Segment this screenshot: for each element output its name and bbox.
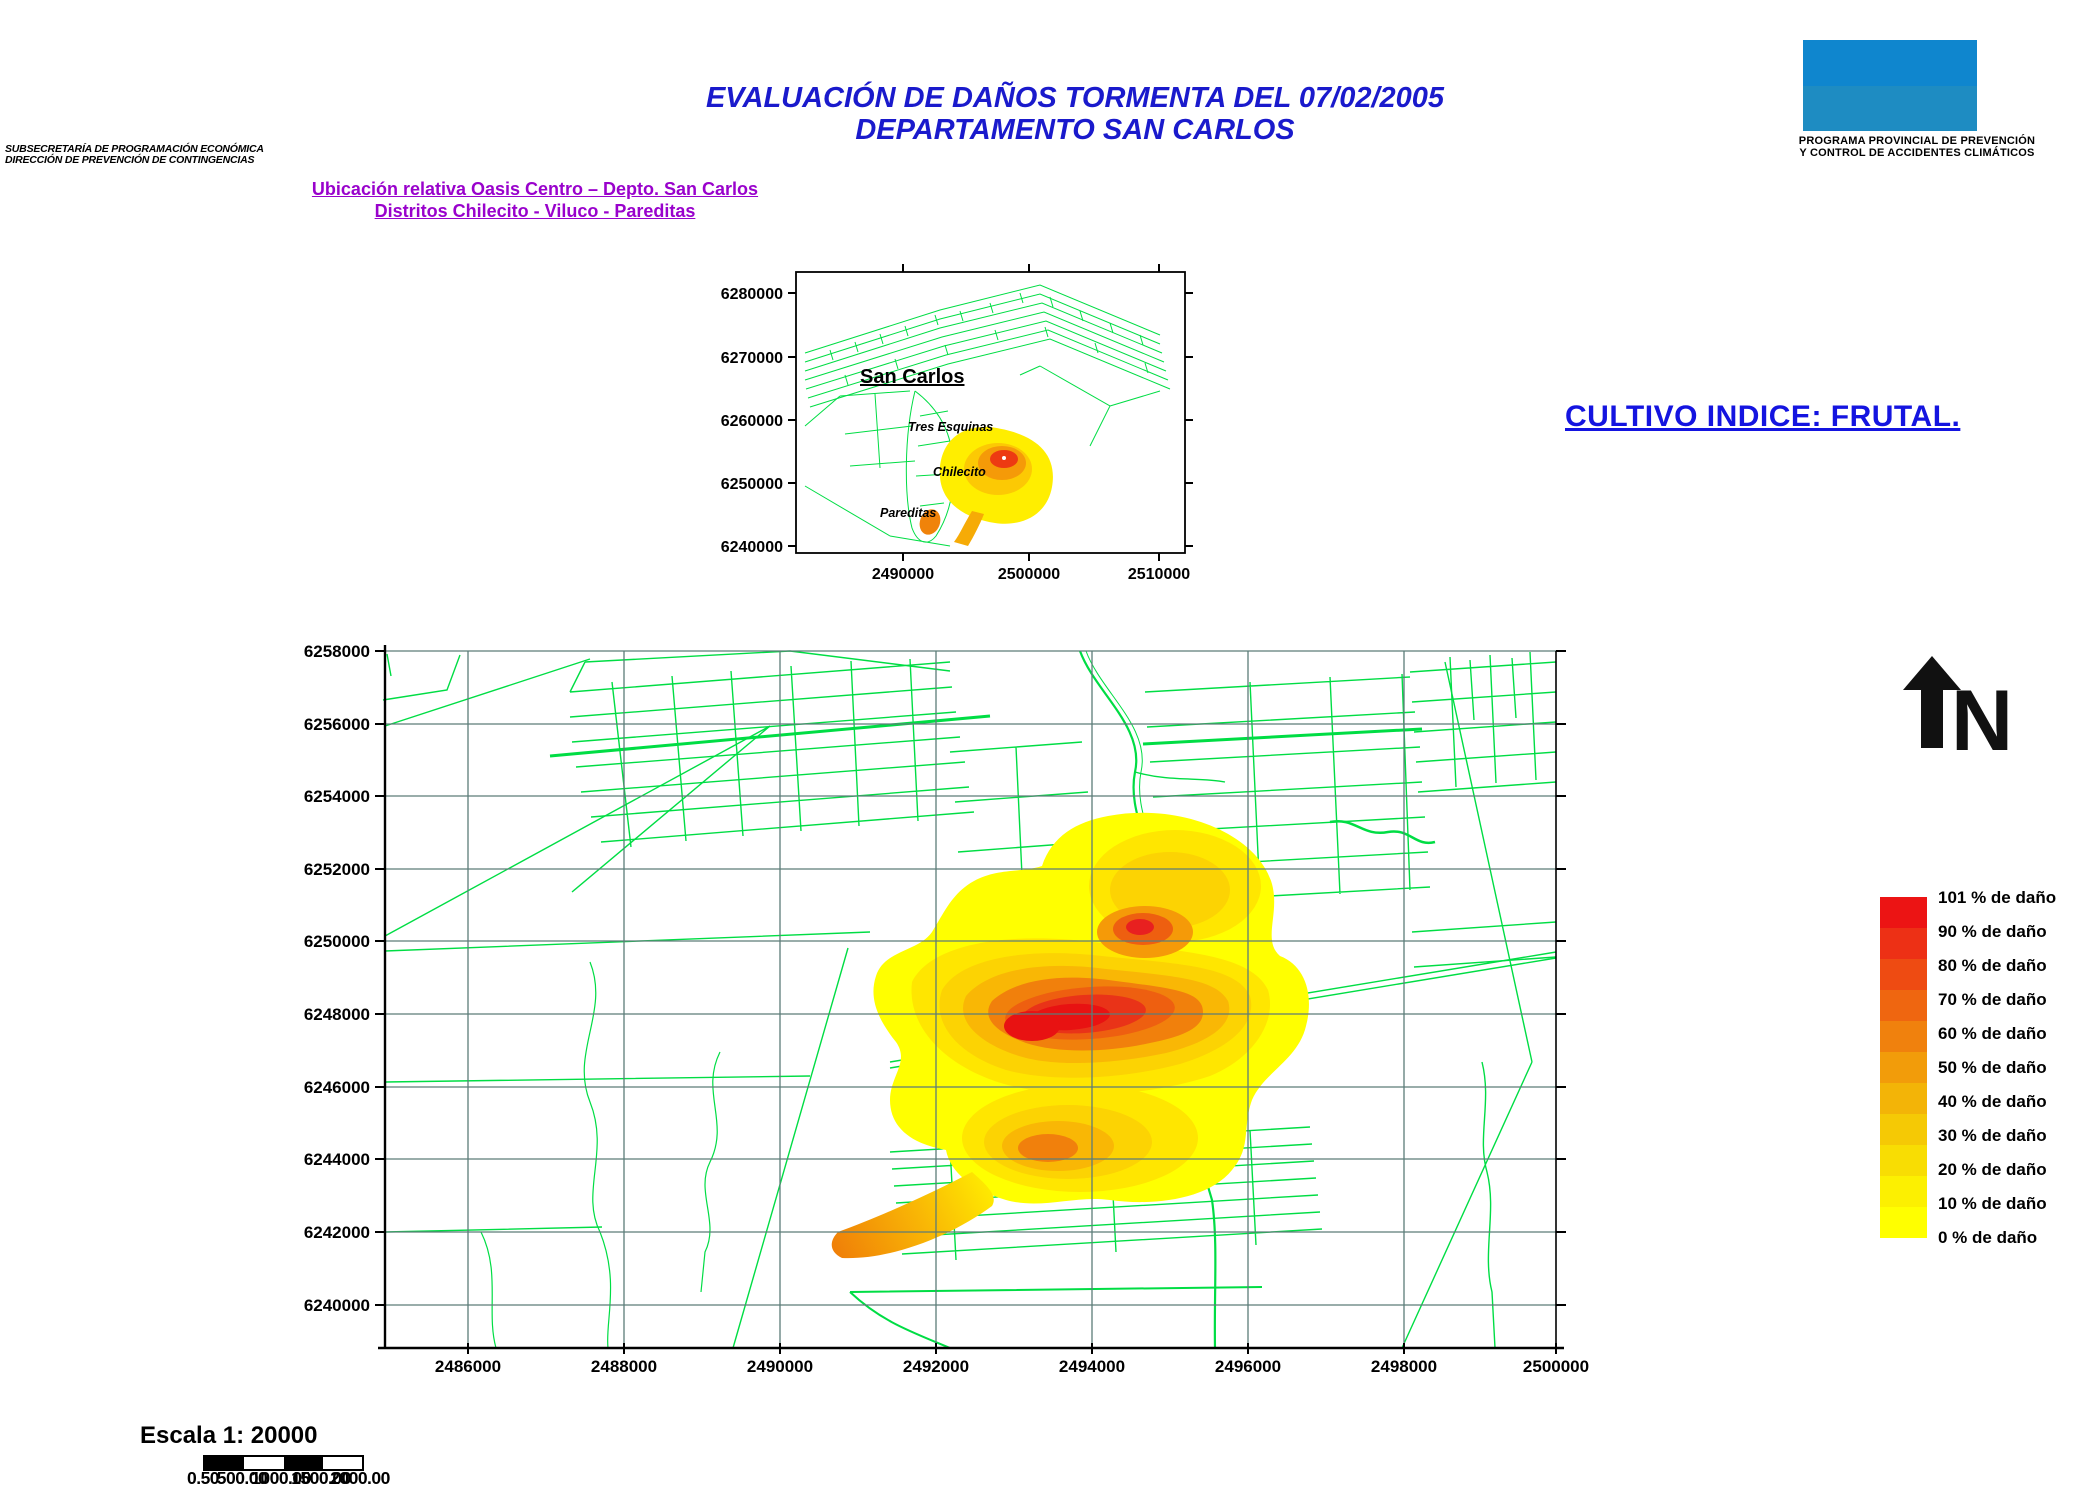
scale-bar-segment — [283, 1457, 323, 1469]
overview-x-tick: 2510000 — [1128, 566, 1190, 583]
legend-label: 20 % de daño — [1938, 1160, 2047, 1179]
scale-bar-label: 1000.00 — [251, 1468, 311, 1485]
overview-y-tick: 6260000 — [721, 413, 783, 430]
main-y-tick: 6250000 — [304, 932, 370, 951]
north-arrow-icon — [1903, 656, 1961, 748]
legend-label: 101 % de daño — [1938, 888, 2057, 907]
overview-damage-heatmap — [919, 426, 1053, 546]
legend-swatch — [1880, 1145, 1927, 1176]
program-logo-top — [1803, 40, 1977, 86]
north-arrow: N — [1903, 656, 2013, 758]
legend-swatch — [1880, 990, 1927, 1021]
legend-label: 40 % de daño — [1938, 1092, 2047, 1111]
main-x-tick: 2490000 — [747, 1357, 813, 1376]
legend-swatch — [1880, 959, 1927, 990]
program-logo-caption: PROGRAMA PROVINCIAL DE PREVENCIÓN Y CONT… — [1762, 135, 2072, 159]
scale-bar — [203, 1455, 364, 1471]
agency-line2: DIRECCIÓN DE PREVENCIÓN DE CONTINGENCIAS — [5, 154, 255, 166]
main-x-axis-labels: 2486000 2488000 2490000 2492000 2494000 … — [435, 1357, 1589, 1376]
overview-y-tick: 6270000 — [721, 350, 783, 367]
overview-label-pareditas: Pareditas — [880, 506, 936, 520]
overview-department-label: San Carlos — [860, 366, 964, 388]
overview-frame — [795, 271, 1186, 554]
legend-swatch — [1880, 1083, 1927, 1114]
overview-label-tres-esquinas: Tres Esquinas — [908, 420, 993, 434]
page-title-line2: DEPARTAMENTO SAN CARLOS — [855, 114, 1295, 146]
legend-label: 0 % de daño — [1938, 1228, 2038, 1247]
overview-y-tick: 6250000 — [721, 476, 783, 493]
legend-swatch — [1880, 1207, 1927, 1238]
scale-bar-segment — [205, 1457, 245, 1469]
main-x-tick: 2498000 — [1371, 1357, 1437, 1376]
main-x-tick: 2488000 — [591, 1357, 657, 1376]
main-x-tick: 2486000 — [435, 1357, 501, 1376]
legend-label: 10 % de daño — [1938, 1194, 2047, 1213]
legend-label: 70 % de daño — [1938, 990, 2047, 1009]
scale-bar-segment — [244, 1457, 284, 1469]
scale-title: Escala 1: 20000 — [140, 1422, 318, 1449]
overview-label-chilecito: Chilecito — [933, 465, 986, 479]
scale-bar-segment — [322, 1457, 362, 1469]
scale-bar-label: 0.50 — [186, 1468, 220, 1485]
overview-axis-labels: 6280000 6270000 6260000 6250000 6240000 … — [721, 286, 1191, 583]
location-link-line1[interactable]: Ubicación relativa Oasis Centro – Depto.… — [311, 179, 759, 199]
logo-caption-line2: Y CONTROL DE ACCIDENTES CLIMÁTICOS — [1799, 147, 2035, 159]
damage-legend-labels: 101 % de daño 90 % de daño 80 % de daño … — [1938, 888, 2100, 1248]
north-label: N — [1951, 673, 2013, 758]
main-x-tick: 2494000 — [1059, 1357, 1125, 1376]
main-y-tick: 6254000 — [304, 787, 370, 806]
scale-bar-label: 2000.00 — [330, 1468, 390, 1485]
overview-parcel-lines — [804, 284, 1171, 547]
main-grid-lines — [385, 650, 1556, 1348]
legend-label: 90 % de daño — [1938, 922, 2047, 941]
location-link-line2[interactable]: Distritos Chilecito - Viluco - Pareditas — [374, 201, 696, 221]
main-y-tick: 6242000 — [304, 1223, 370, 1242]
main-y-axis-labels: 6258000 6256000 6254000 6252000 6250000 … — [304, 642, 370, 1315]
crop-index-title: CULTIVO INDICE: FRUTAL. — [1565, 400, 1961, 433]
main-frame — [375, 645, 1566, 1354]
main-damage-heatmap — [831, 812, 1309, 1259]
main-y-tick: 6256000 — [304, 715, 370, 734]
main-y-tick: 6240000 — [304, 1296, 370, 1315]
overview-y-tick: 6240000 — [721, 539, 783, 556]
scale-bar-labels: 0.50 500.00 1000.00 1500.00 2000.00 — [187, 1468, 390, 1485]
main-y-tick: 6244000 — [304, 1150, 370, 1169]
legend-label: 50 % de daño — [1938, 1058, 2047, 1077]
legend-label: 60 % de daño — [1938, 1024, 2047, 1043]
overview-x-tick: 2500000 — [998, 566, 1060, 583]
main-y-tick: 6252000 — [304, 860, 370, 879]
overview-map: 6280000 6270000 6260000 6250000 6240000 … — [721, 264, 1193, 583]
damage-legend-bar — [1880, 897, 1927, 1238]
legend-label: 30 % de daño — [1938, 1126, 2047, 1145]
overview-x-tick: 2490000 — [872, 566, 934, 583]
main-y-tick: 6246000 — [304, 1078, 370, 1097]
main-x-tick: 2492000 — [903, 1357, 969, 1376]
legend-swatch — [1880, 1052, 1927, 1083]
main-x-tick: 2500000 — [1523, 1357, 1589, 1376]
agency-block: SUBSECRETARÍA DE PROGRAMACIÓN ECONÓMICA … — [5, 144, 264, 166]
overview-place-labels: San Carlos Tres Esquinas Chilecito Pared… — [860, 366, 993, 520]
main-y-tick: 6258000 — [304, 642, 370, 661]
legend-swatch — [1880, 1114, 1927, 1145]
page-title: EVALUACIÓN DE DAÑOS TORMENTA DEL 07/02/2… — [425, 82, 1725, 146]
program-logo-bottom — [1803, 85, 1977, 131]
agency-line1: SUBSECRETARÍA DE PROGRAMACIÓN ECONÓMICA — [5, 143, 264, 155]
legend-swatch — [1880, 897, 1927, 928]
scale-bar-label: 1500.00 — [291, 1468, 351, 1485]
legend-swatch — [1880, 1021, 1927, 1052]
main-map: 6258000 6256000 6254000 6252000 6250000 … — [304, 642, 1589, 1376]
page-title-line1: EVALUACIÓN DE DAÑOS TORMENTA DEL 07/02/2… — [705, 82, 1445, 114]
legend-swatch — [1880, 928, 1927, 959]
main-y-tick: 6248000 — [304, 1005, 370, 1024]
legend-swatch — [1880, 1176, 1927, 1207]
legend-label: 80 % de daño — [1938, 956, 2047, 975]
scale-bar-label: 500.00 — [216, 1468, 268, 1485]
overview-ticks — [788, 264, 1193, 561]
main-x-tick: 2496000 — [1215, 1357, 1281, 1376]
location-link[interactable]: Ubicación relativa Oasis Centro – Depto.… — [235, 178, 835, 222]
logo-caption-line1: PROGRAMA PROVINCIAL DE PREVENCIÓN — [1798, 135, 2036, 147]
overview-y-tick: 6280000 — [721, 286, 783, 303]
program-logo — [1803, 40, 1977, 131]
